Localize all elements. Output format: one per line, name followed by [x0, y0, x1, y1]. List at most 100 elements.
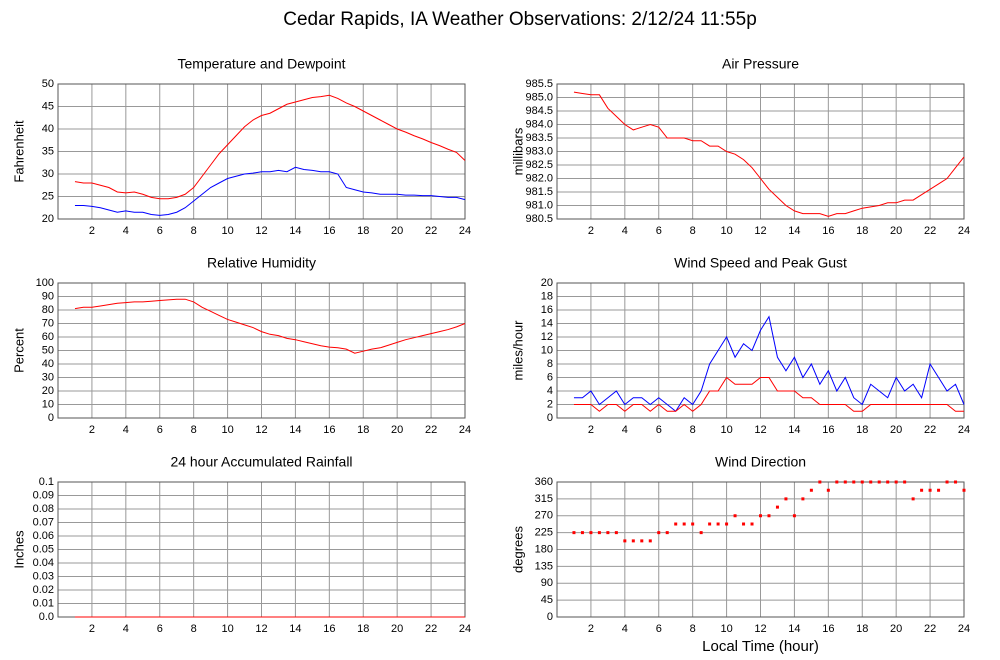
scatter-point	[903, 480, 907, 484]
y-tick-label: 983.0	[525, 145, 553, 157]
scatter-point	[725, 522, 729, 526]
y-tick-label: 20	[42, 213, 54, 225]
series-line	[573, 376, 964, 412]
y-axis-label: Percent	[11, 328, 26, 373]
scatter-point	[742, 522, 746, 526]
scatter-point	[614, 531, 618, 535]
y-tick-label: 18	[541, 290, 553, 302]
y-tick-label: 20	[541, 277, 553, 289]
scatter-point	[954, 480, 958, 484]
scatter-point	[597, 531, 601, 535]
x-tick-label: 2	[89, 424, 95, 436]
scatter-point	[860, 480, 864, 484]
x-tick-label: 14	[289, 424, 301, 436]
x-tick-label: 22	[425, 424, 437, 436]
x-tick-label: 18	[856, 623, 868, 635]
x-tick-label: 16	[323, 424, 335, 436]
y-tick-label: 983.5	[525, 132, 553, 144]
x-tick-label: 12	[255, 623, 267, 635]
x-tick-label: 4	[123, 424, 129, 436]
chart-panel: Wind Direction degrees Local Time (hour) 0 4…	[510, 454, 970, 655]
y-tick-label: 30	[42, 371, 54, 383]
y-tick-label: 981.0	[525, 199, 553, 211]
y-tick-label: 45	[42, 100, 54, 112]
x-tick-label: 6	[656, 623, 662, 635]
x-tick-label: 14	[788, 225, 800, 237]
scatter-point	[886, 480, 890, 484]
scatter-point	[843, 480, 847, 484]
y-tick-label: 0.09	[33, 489, 54, 501]
chart-panel: Wind Speed and Peak Gustmiles/hour024681…	[510, 255, 970, 436]
scatter-point	[809, 488, 813, 492]
y-axis-label: Inches	[11, 530, 26, 569]
plot-frame	[556, 481, 965, 618]
y-tick-label: 985.0	[525, 91, 553, 103]
scatter-point	[792, 514, 796, 518]
y-tick-label: 30	[42, 168, 54, 180]
y-tick-label: 0.05	[33, 543, 54, 555]
page-title: Cedar Rapids, IA Weather Observations: 2…	[283, 9, 757, 30]
chart-panel: Relative HumidityPercent0102030405060708…	[11, 255, 471, 436]
x-tick-label: 22	[924, 225, 936, 237]
x-tick-label: 24	[958, 225, 970, 237]
x-tick-label: 20	[391, 623, 403, 635]
scatter-point	[657, 531, 661, 535]
chart-title: Air Pressure	[722, 56, 799, 72]
x-tick-label: 8	[191, 424, 197, 436]
x-tick-label: 22	[425, 623, 437, 635]
x-tick-label: 2	[89, 623, 95, 635]
scatter-point	[759, 514, 762, 518]
series-line	[573, 315, 965, 412]
scatter-point	[869, 480, 873, 484]
series-line	[74, 94, 466, 200]
y-tick-label: 90	[541, 577, 553, 589]
scatter-point	[945, 480, 949, 484]
x-tick-label: 14	[788, 623, 800, 635]
x-tick-label: 8	[690, 424, 696, 436]
y-tick-label: 12	[541, 331, 553, 343]
y-tick-label: 982.5	[525, 159, 553, 171]
x-tick-label: 6	[656, 424, 662, 436]
x-tick-label: 10	[221, 424, 233, 436]
x-tick-label: 8	[191, 623, 197, 635]
x-tick-label: 16	[822, 623, 834, 635]
y-tick-label: 0.06	[33, 530, 54, 542]
y-tick-label: 4	[547, 385, 553, 397]
y-tick-label: 0.04	[33, 557, 54, 569]
scatter-point	[674, 522, 678, 526]
y-tick-label: 0.03	[33, 570, 54, 582]
y-tick-label: 8	[547, 358, 553, 370]
x-tick-label: 8	[690, 623, 696, 635]
plot-frame	[556, 282, 965, 419]
x-tick-label: 12	[255, 225, 267, 237]
y-tick-label: 40	[42, 358, 54, 370]
scatter-point	[580, 531, 584, 535]
x-tick-label: 18	[856, 225, 868, 237]
x-tick-label: 10	[720, 225, 732, 237]
scatter-point	[775, 505, 779, 509]
x-tick-label: 24	[958, 623, 970, 635]
y-tick-label: 70	[42, 317, 54, 329]
y-tick-label: 225	[535, 527, 553, 539]
y-tick-label: 0	[547, 611, 553, 623]
x-tick-label: 18	[357, 225, 369, 237]
chart-panel: Temperature and Dewpoint Fahrenheit 20 25 30…	[11, 56, 471, 237]
scatter-point	[648, 539, 652, 543]
y-tick-label: 0.07	[33, 516, 54, 528]
chart-title: Relative Humidity	[207, 255, 316, 271]
scatter-point	[606, 531, 610, 535]
chart-panel: 24 hour Accumulated Rainfall Inches 0.0 0.0…	[11, 454, 471, 635]
scatter-point	[631, 539, 635, 543]
x-tick-label: 20	[391, 424, 403, 436]
x-tick-label: 10	[221, 225, 233, 237]
x-tick-label: 8	[191, 225, 197, 237]
x-tick-label: 10	[720, 424, 732, 436]
y-tick-label: 984.5	[525, 105, 553, 117]
plot-frame	[556, 83, 965, 220]
x-tick-label: 6	[656, 225, 662, 237]
x-tick-label: 8	[690, 225, 696, 237]
x-tick-label: 14	[788, 424, 800, 436]
x-tick-label: 16	[323, 225, 335, 237]
x-tick-label: 18	[856, 424, 868, 436]
scatter-point	[784, 497, 788, 501]
